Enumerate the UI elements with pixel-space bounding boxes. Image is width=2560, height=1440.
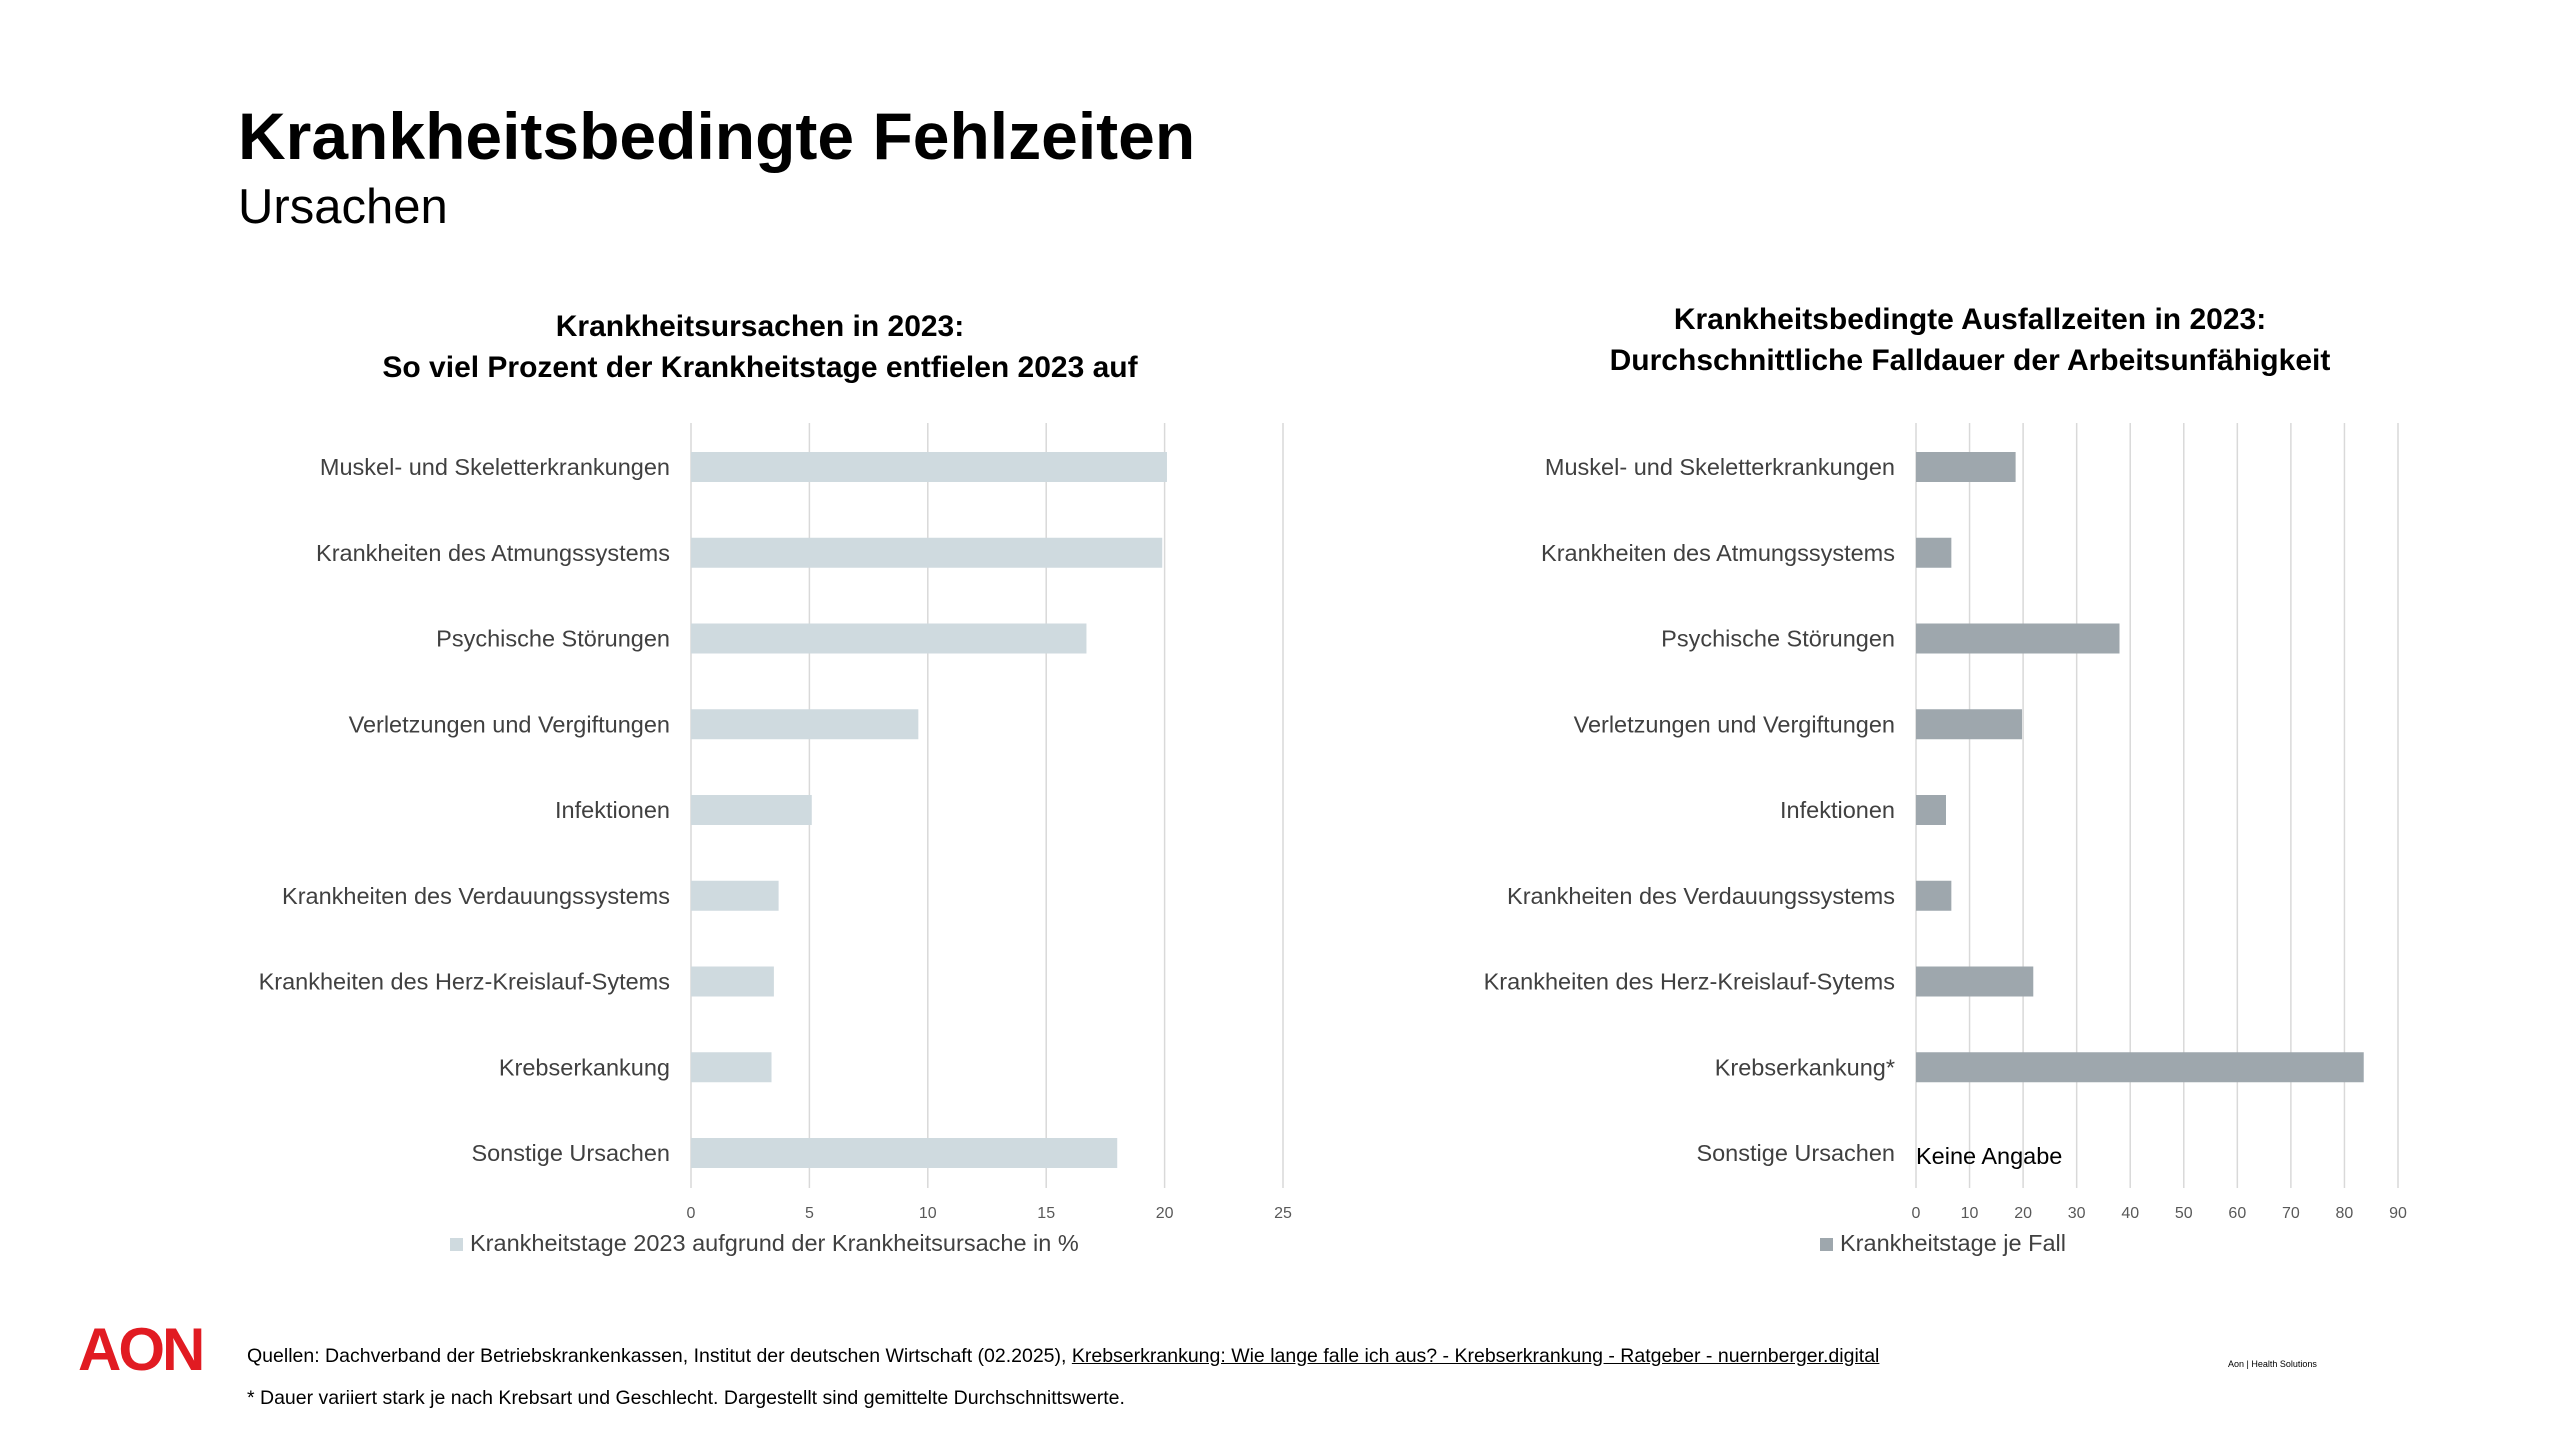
left-bar — [691, 537, 1163, 568]
left-chart-title-line2: So viel Prozent der Krankheitstage entfi… — [382, 351, 1138, 384]
sources-prefix: Quellen: Dachverband der Betriebskranken… — [247, 1345, 1072, 1367]
sources-text: Quellen: Dachverband der Betriebskranken… — [247, 1345, 1879, 1368]
left-category-label: Verletzungen und Vergiftungen — [349, 711, 670, 737]
left-bar — [691, 1052, 772, 1083]
left-x-tick-label: 5 — [805, 1205, 814, 1222]
right-x-tick-label: 20 — [2014, 1205, 2032, 1222]
left-x-tick-label: 25 — [1274, 1205, 1292, 1222]
left-legend-swatch — [450, 1238, 463, 1251]
left-x-tick-label: 10 — [919, 1205, 937, 1222]
left-x-tick-label: 0 — [687, 1205, 696, 1222]
footnote-text: * Dauer variiert stark je nach Krebsart … — [247, 1387, 1125, 1409]
left-bar — [691, 709, 919, 740]
right-legend-label: Krankheitstage je Fall — [1840, 1230, 2066, 1256]
right-bar — [1916, 623, 2120, 654]
right-chart-title-line1: Krankheitsbedingte Ausfallzeiten in 2023… — [1673, 303, 2267, 336]
left-category-label: Krankheiten des Herz-Kreislauf-Sytems — [259, 969, 670, 995]
right-x-tick-label: 90 — [2389, 1205, 2407, 1222]
right-bar — [1916, 537, 1952, 568]
brand-tagline: Aon | Health Solutions — [2228, 1359, 2317, 1369]
left-bar — [691, 452, 1167, 482]
aon-logo: AON — [78, 1318, 205, 1378]
right-bar-chart: 0 10 20 30 40 50 60 70 80 90 Muskel- und Skeletter… — [1484, 423, 2407, 1256]
page-title: Krankheitsbedingte Fehlzeiten — [238, 99, 1196, 173]
right-x-tick-label: 50 — [2175, 1205, 2193, 1222]
right-category-label: Verletzungen und Vergiftungen — [1574, 711, 1895, 737]
right-x-tick-label: 30 — [2068, 1205, 2086, 1222]
page-subtitle: Ursachen — [238, 180, 448, 234]
right-bar — [1916, 880, 1952, 911]
right-x-tick-label: 40 — [2121, 1205, 2139, 1222]
right-chart-title-line2: Durchschnittliche Falldauer der Arbeitsu… — [1609, 344, 2331, 377]
left-category-label: Krankheiten des Atmungssystems — [316, 540, 670, 566]
right-bar — [1916, 452, 2016, 482]
left-chart-title: Krankheitsursachen in 2023: So viel Proz… — [260, 306, 1260, 388]
right-category-label: Krebserkankung* — [1715, 1054, 1895, 1080]
left-category-label: Psychische Störungen — [436, 626, 670, 652]
left-legend-label: Krankheitstage 2023 aufgrund der Krankhe… — [470, 1230, 1079, 1256]
sources-link[interactable]: Krebserkrankung: Wie lange falle ich aus… — [1071, 1345, 1880, 1367]
right-category-label: Infektionen — [1780, 797, 1895, 823]
right-category-label: Sonstige Ursachen — [1696, 1140, 1895, 1166]
right-category-label: Krankheiten des Herz-Kreislauf-Sytems — [1484, 969, 1895, 995]
right-category-label: Krankheiten des Verdauungssystems — [1507, 883, 1895, 909]
right-category-label: Krankheiten des Atmungssystems — [1541, 540, 1895, 566]
right-x-tick-label: 0 — [1912, 1205, 1921, 1222]
left-category-label: Infektionen — [555, 797, 670, 823]
left-category-label: Sonstige Ursachen — [471, 1140, 670, 1166]
aon-logo-text: AON — [78, 1318, 202, 1378]
right-bar — [1916, 1052, 2364, 1083]
left-category-label: Krebserkankung — [499, 1054, 670, 1080]
left-bar — [691, 966, 774, 997]
left-category-label: Krankheiten des Verdauungssystems — [282, 883, 670, 909]
left-category-label: Muskel- und Skeletterkrankungen — [320, 454, 670, 480]
left-x-tick-label: 20 — [1156, 1205, 1174, 1222]
right-x-tick-label: 60 — [2228, 1205, 2246, 1222]
left-x-tick-label: 15 — [1037, 1205, 1055, 1222]
left-bar-chart: 0 5 10 15 20 25 Muskel- und Skeletterkrankunge… — [259, 423, 1292, 1256]
left-bar — [691, 880, 779, 911]
right-category-label: Psychische Störungen — [1661, 626, 1895, 652]
left-bar — [691, 1138, 1118, 1168]
right-chart-title: Krankheitsbedingte Ausfallzeiten in 2023… — [1470, 299, 2470, 381]
right-bar — [1916, 709, 2023, 740]
right-bar — [1916, 795, 1946, 825]
left-bar — [691, 795, 812, 825]
right-category-label: Muskel- und Skeletterkrankungen — [1545, 454, 1895, 480]
left-chart-title-line1: Krankheitsursachen in 2023: — [555, 310, 965, 343]
left-bar — [691, 623, 1087, 654]
right-x-tick-label: 70 — [2282, 1205, 2300, 1222]
right-x-tick-label: 10 — [1961, 1205, 1979, 1222]
right-annotation: Keine Angabe — [1916, 1143, 2062, 1169]
right-bar — [1916, 966, 2034, 997]
right-legend-swatch — [1820, 1238, 1833, 1251]
right-x-tick-label: 80 — [2336, 1205, 2354, 1222]
